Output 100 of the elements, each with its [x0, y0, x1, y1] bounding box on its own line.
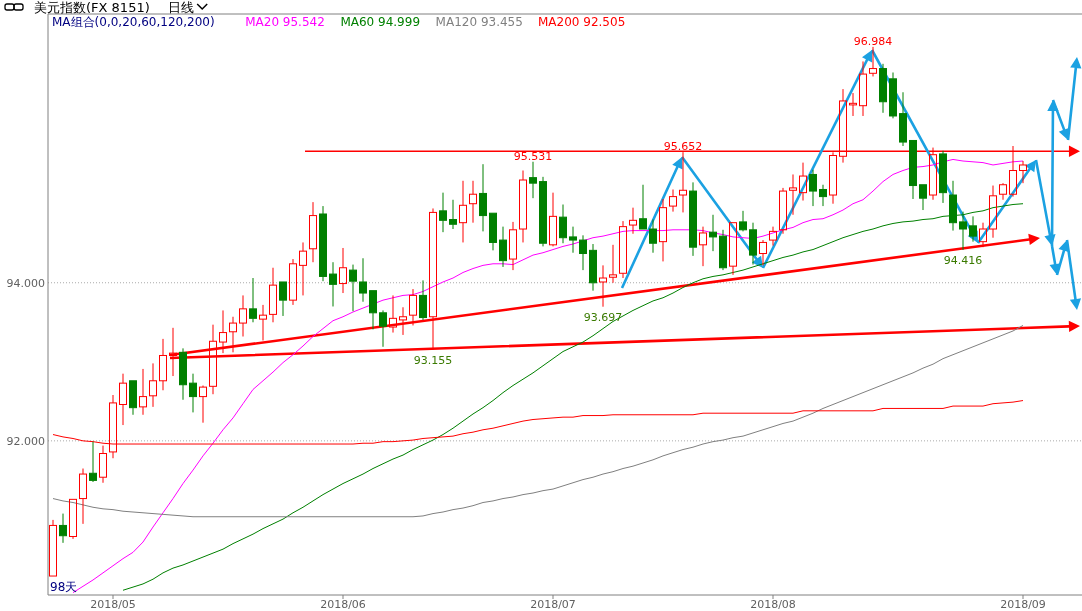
- candlestick: [269, 267, 277, 323]
- candlestick: [99, 445, 107, 484]
- candlestick: [899, 91, 907, 147]
- candlestick: [499, 226, 507, 268]
- candlestick: [639, 184, 647, 230]
- candlestick: [339, 247, 347, 294]
- candlestick: [439, 192, 447, 233]
- candlestick: [409, 288, 417, 326]
- candlestick: [749, 222, 757, 266]
- x-tick-label: 2018/08: [750, 598, 796, 611]
- candlestick: [329, 261, 337, 307]
- candlestick: [549, 192, 557, 247]
- candlestick: [679, 151, 687, 213]
- annotation: 93.697: [583, 310, 623, 324]
- candlestick: [929, 147, 937, 201]
- candlestick: [839, 88, 847, 164]
- annotation: 94.416: [943, 253, 983, 267]
- candlestick: [119, 373, 127, 426]
- candlestick: [189, 373, 197, 413]
- candlestick: [79, 468, 87, 525]
- candlestick: [539, 176, 547, 247]
- candlestick: [319, 205, 327, 282]
- candlestick: [139, 368, 147, 416]
- candlestick: [179, 347, 187, 401]
- candlestick: [789, 173, 797, 216]
- annotation: 95.652: [663, 140, 703, 154]
- candlestick: [879, 63, 887, 114]
- candlestick: [149, 362, 157, 408]
- candlestick: [819, 184, 827, 207]
- candlestick: [849, 92, 857, 117]
- candlestick: [369, 290, 377, 330]
- line-series: [52, 324, 1024, 518]
- x-tick-label: 2018/05: [90, 598, 136, 611]
- candlestick: [279, 281, 287, 317]
- candlestick: [219, 309, 227, 354]
- candlestick: [209, 324, 217, 395]
- candlestick: [239, 294, 247, 338]
- candlestick: [89, 441, 97, 483]
- candlestick: [169, 327, 177, 377]
- candlestick: [59, 513, 67, 544]
- text: MA60 94.999: [340, 15, 421, 29]
- candlestick: [519, 170, 527, 243]
- candlestick: [49, 519, 57, 577]
- candlestick: [289, 258, 297, 306]
- y-tick-label: 92.000: [6, 434, 45, 448]
- candlestick: [469, 180, 477, 224]
- candlestick: [709, 214, 717, 252]
- candlestick: [759, 239, 767, 266]
- candlestick: [389, 294, 397, 334]
- candlestick: [619, 220, 627, 279]
- candlestick: [479, 163, 487, 232]
- candlestick: [359, 257, 367, 303]
- annotation: 93.155: [413, 353, 453, 367]
- candlestick: [959, 211, 967, 251]
- candlestick: [349, 264, 357, 312]
- candlestick: [259, 304, 267, 341]
- candlestick: [799, 162, 807, 202]
- candlestick: [1009, 145, 1017, 198]
- candlestick: [509, 221, 517, 271]
- candlestick: [629, 207, 637, 235]
- candlestick: [729, 222, 737, 276]
- candlestick: [379, 309, 387, 348]
- candlestick: [939, 150, 947, 204]
- candlestick: [569, 226, 577, 254]
- text: MA120 93.455: [435, 15, 523, 29]
- candlestick: [599, 264, 607, 308]
- annotation: 98天: [50, 580, 78, 594]
- chart-title: 美元指数(FX 8151): [34, 0, 150, 15]
- candlestick: [989, 185, 997, 239]
- candlestick: [829, 151, 837, 205]
- text: MA20 95.542: [245, 15, 325, 29]
- x-tick-label: 2018/07: [530, 598, 576, 611]
- candlestick: [249, 277, 257, 323]
- annotation: 95.531: [513, 149, 553, 163]
- annotation: 96.984: [853, 34, 893, 48]
- candlestick: [579, 234, 587, 271]
- candlestick: [449, 199, 457, 230]
- candlestick: [399, 306, 407, 336]
- x-tick-label: 2018/06: [320, 598, 366, 611]
- candlestick: [129, 380, 137, 416]
- candlestick: [919, 184, 927, 211]
- chart-subtitle: 日线: [168, 0, 195, 15]
- candlestick: [529, 161, 537, 199]
- candlestick: [779, 187, 787, 235]
- candlestick: [159, 338, 167, 391]
- candlestick: [719, 229, 727, 271]
- candlestick: [999, 182, 1007, 201]
- candlestick: [649, 219, 657, 254]
- text: MA200 92.505: [538, 15, 626, 29]
- candlestick: [419, 279, 427, 321]
- x-tick-label: 2018/09: [1000, 598, 1046, 611]
- candlestick: [769, 226, 777, 247]
- candlestick: [69, 498, 77, 540]
- candlestick: [739, 210, 747, 232]
- candlestick: [589, 243, 597, 292]
- legend-title: MA组合(0,0,20,60,120,200): [52, 15, 215, 29]
- candlestick: [229, 316, 237, 353]
- candlestick: [809, 169, 817, 207]
- candlestick: [889, 72, 897, 119]
- candlestick: [1019, 160, 1027, 184]
